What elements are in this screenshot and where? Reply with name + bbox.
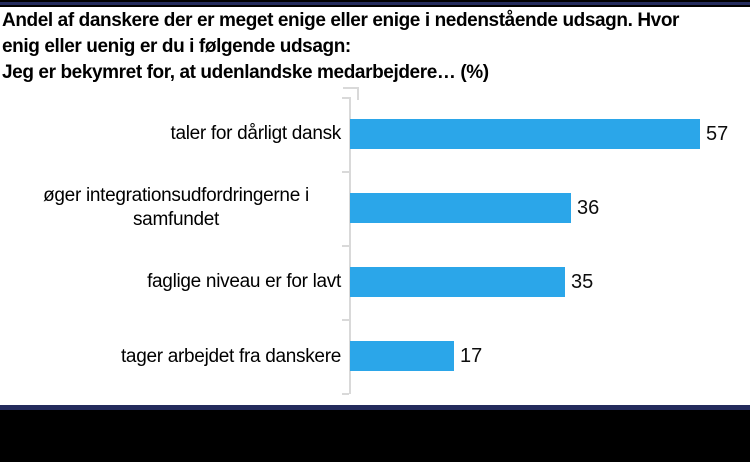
chart-title: Andel af danskere der er meget enige ell… (2, 8, 750, 86)
axis-tick (342, 319, 349, 321)
category-label: øger integrationsudfordringerne i samfun… (0, 171, 341, 245)
selection-handle-artifact (343, 87, 359, 100)
bar (350, 119, 700, 149)
category-axis-line (349, 97, 351, 394)
bar (350, 341, 454, 371)
category-label: faglige niveau er for lavt (0, 245, 341, 319)
category-label-text: taler for dårligt dansk (170, 123, 341, 144)
bottom-accent-line (0, 405, 750, 410)
category-label: tager arbejdet fra danskere (0, 320, 341, 394)
top-border (0, 0, 750, 7)
bar-row: 57 (350, 119, 728, 149)
category-label-text: faglige niveau er for lavt (147, 271, 341, 292)
chart-title-line-2: enig eller uenig er du i følgende udsagn… (2, 36, 351, 57)
bar-value-label: 35 (571, 270, 594, 293)
category-label-text: tager arbejdet fra danskere (120, 346, 341, 367)
chart-title-line-1: Andel af danskere der er meget enige ell… (2, 10, 680, 31)
axis-tick (342, 97, 349, 99)
bar (350, 193, 571, 223)
category-label: taler for dårligt dansk (0, 97, 341, 171)
chart-title-line-3: Jeg er bekymret for, at udenlandske meda… (2, 62, 489, 83)
axis-tick (342, 393, 349, 395)
bar-row: 35 (350, 267, 593, 297)
bar-row: 17 (350, 341, 482, 371)
axis-tick (342, 171, 349, 173)
bar-row: 36 (350, 193, 599, 223)
bar-value-label: 17 (460, 344, 483, 367)
bar-value-label: 57 (706, 122, 729, 145)
axis-tick (342, 245, 349, 247)
bar-value-label: 36 (577, 196, 600, 219)
bar (350, 267, 565, 297)
bottom-bar (0, 410, 750, 462)
category-label-text: øger integrationsudfordringerne i samfun… (43, 185, 309, 230)
